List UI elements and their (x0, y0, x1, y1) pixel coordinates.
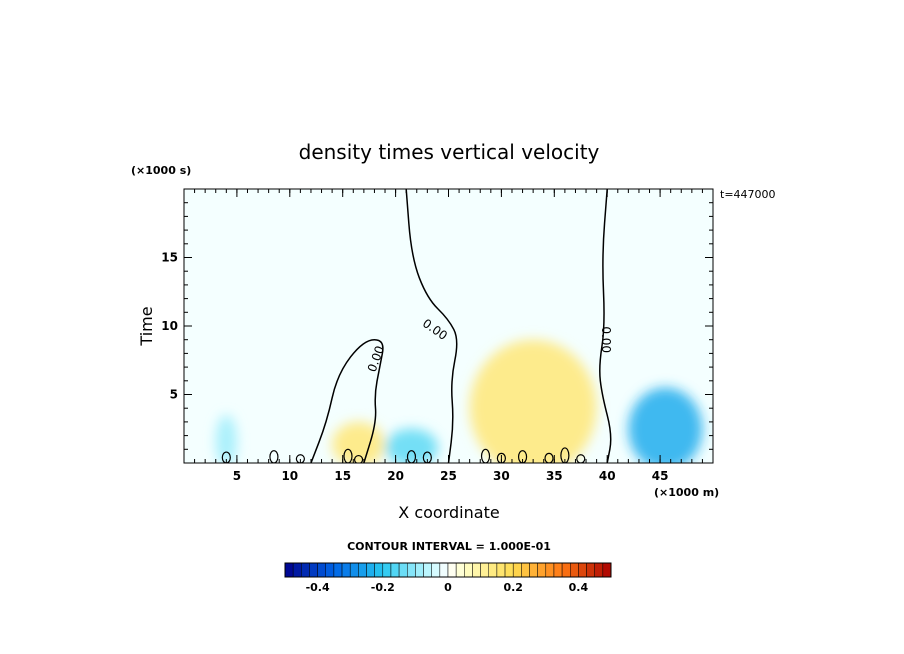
zero-contour-line (405, 189, 458, 463)
anomaly-patch (385, 428, 438, 463)
colorbar-swatch (561, 562, 571, 578)
colorbar-swatch (349, 562, 359, 578)
y-axis: 5 10 15 (161, 251, 713, 402)
colorbar-swatch (358, 562, 367, 578)
colorbar-swatch (415, 562, 424, 578)
contour-interval-text: CONTOUR INTERVAL = 1.000E-01 (347, 540, 551, 553)
anomaly-layer (215, 339, 703, 463)
colorbar-swatch (333, 562, 343, 578)
plot-background (184, 189, 713, 463)
anomaly-patch (469, 339, 597, 463)
contour-blob (576, 454, 586, 463)
colorbar-swatch (284, 562, 294, 578)
minor-tick-layer (184, 189, 713, 463)
colorbar-swatch (594, 562, 604, 578)
colorbar-swatch (390, 562, 400, 578)
colorbar-swatch (407, 562, 416, 578)
colorbar-swatch (374, 562, 384, 578)
colorbar-swatch (578, 562, 587, 578)
colorbar-swatch (455, 562, 465, 578)
y-tick-label: 10 (161, 319, 178, 333)
y-tick-label: 15 (161, 251, 178, 265)
colorbar-tick-label: 0.2 (503, 581, 523, 594)
colorbar-swatch (447, 562, 457, 578)
zero-contour-line (599, 189, 612, 463)
colorbar-swatch (521, 562, 530, 578)
x-tick-label: 35 (546, 469, 563, 483)
colorbar-swatch (382, 562, 392, 578)
colorbar-swatch (570, 562, 579, 578)
colorbar-swatch (472, 562, 481, 578)
colorbar-tick-label: -0.4 (306, 581, 330, 594)
colorbar-swatch (292, 562, 302, 578)
x-tick-label: 45 (652, 469, 669, 483)
colorbar-swatch (398, 562, 408, 578)
colorbar-swatch (488, 562, 498, 578)
colorbar-swatch (545, 562, 555, 578)
colorbar-swatch (537, 562, 547, 578)
y-tick-label: 5 (170, 388, 178, 402)
colorbar-swatch (586, 562, 595, 578)
anomaly-patch (332, 421, 386, 463)
colorbar-swatch (341, 562, 351, 578)
anomaly-patch (215, 415, 237, 463)
colorbar-tick-label: 0 (444, 581, 452, 594)
colorbar-swatch (317, 562, 327, 578)
y-axis-title: Time (137, 306, 156, 346)
colorbar-swatch (529, 562, 538, 578)
contour-label: 0.00 (599, 326, 613, 353)
x-tick-label: 40 (599, 469, 616, 483)
colorbar-swatch (439, 562, 449, 578)
colorbar-swatch (496, 562, 506, 578)
colorbar-swatch (480, 562, 490, 578)
colorbar (284, 562, 612, 578)
colorbar-frame (284, 562, 612, 578)
colorbar-ticks: -0.4 -0.2 0 0.2 0.4 (306, 581, 589, 594)
colorbar-swatch (301, 562, 310, 578)
x-unit-label: (×1000 m) (654, 486, 719, 499)
colorbar-swatch (309, 562, 318, 578)
y-unit-label: (×1000 s) (131, 164, 191, 177)
x-axis: 5 10 15 20 25 30 35 40 45 (233, 189, 669, 483)
x-tick-label: 25 (440, 469, 457, 483)
colorbar-swatch (464, 562, 473, 578)
colorbar-swatch (366, 562, 375, 578)
x-tick-label: 5 (233, 469, 241, 483)
colorbar-swatch (602, 562, 612, 578)
anomaly-patch (628, 387, 703, 463)
colorbar-tick-label: 0.4 (569, 581, 589, 594)
time-stamp: t=447000 (720, 188, 776, 201)
x-tick-label: 30 (493, 469, 510, 483)
contour-blob (353, 454, 364, 463)
colorbar-swatch (504, 562, 514, 578)
x-tick-label: 10 (281, 469, 298, 483)
colorbar-swatch (553, 562, 563, 578)
colorbar-swatch (325, 562, 335, 578)
zero-contour-line (310, 338, 384, 463)
x-axis-title: X coordinate (398, 503, 499, 522)
x-tick-label: 20 (387, 469, 404, 483)
x-tick-label: 15 (334, 469, 351, 483)
colorbar-swatch (431, 562, 441, 578)
colorbar-swatch (512, 562, 522, 578)
chart-title: density times vertical velocity (299, 140, 600, 164)
colorbar-swatch (423, 562, 432, 578)
contour-blob (295, 454, 305, 463)
colorbar-tick-label: -0.2 (371, 581, 395, 594)
